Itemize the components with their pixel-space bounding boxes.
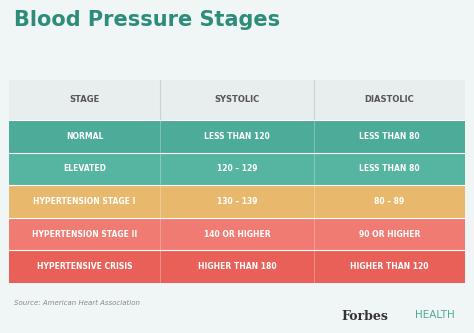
Text: Source: American Heart Association: Source: American Heart Association (14, 300, 140, 306)
Text: HYPERTENSIVE CRISIS: HYPERTENSIVE CRISIS (37, 262, 132, 271)
FancyBboxPatch shape (9, 120, 465, 153)
Text: HIGHER THAN 180: HIGHER THAN 180 (198, 262, 276, 271)
Text: Forbes: Forbes (341, 310, 388, 323)
Text: DIASTOLIC: DIASTOLIC (365, 95, 414, 105)
Text: HYPERTENSION STAGE I: HYPERTENSION STAGE I (33, 197, 136, 206)
Text: STAGE: STAGE (69, 95, 100, 105)
Text: HYPERTENSION STAGE II: HYPERTENSION STAGE II (32, 229, 137, 239)
Text: 130 – 139: 130 – 139 (217, 197, 257, 206)
Text: 140 OR HIGHER: 140 OR HIGHER (204, 229, 270, 239)
Text: 120 – 129: 120 – 129 (217, 164, 257, 173)
Text: HEALTH: HEALTH (415, 310, 455, 320)
Text: Blood Pressure Stages: Blood Pressure Stages (14, 10, 280, 30)
Text: HIGHER THAN 120: HIGHER THAN 120 (350, 262, 428, 271)
Text: NORMAL: NORMAL (66, 132, 103, 141)
Text: 90 OR HIGHER: 90 OR HIGHER (359, 229, 420, 239)
FancyBboxPatch shape (9, 218, 465, 250)
Text: ELEVATED: ELEVATED (63, 164, 106, 173)
FancyBboxPatch shape (9, 185, 465, 218)
Text: 80 – 89: 80 – 89 (374, 197, 405, 206)
FancyBboxPatch shape (9, 153, 465, 185)
FancyBboxPatch shape (9, 250, 465, 283)
Text: LESS THAN 120: LESS THAN 120 (204, 132, 270, 141)
Text: LESS THAN 80: LESS THAN 80 (359, 164, 420, 173)
Text: LESS THAN 80: LESS THAN 80 (359, 132, 420, 141)
FancyBboxPatch shape (9, 80, 465, 120)
Text: SYSTOLIC: SYSTOLIC (214, 95, 260, 105)
